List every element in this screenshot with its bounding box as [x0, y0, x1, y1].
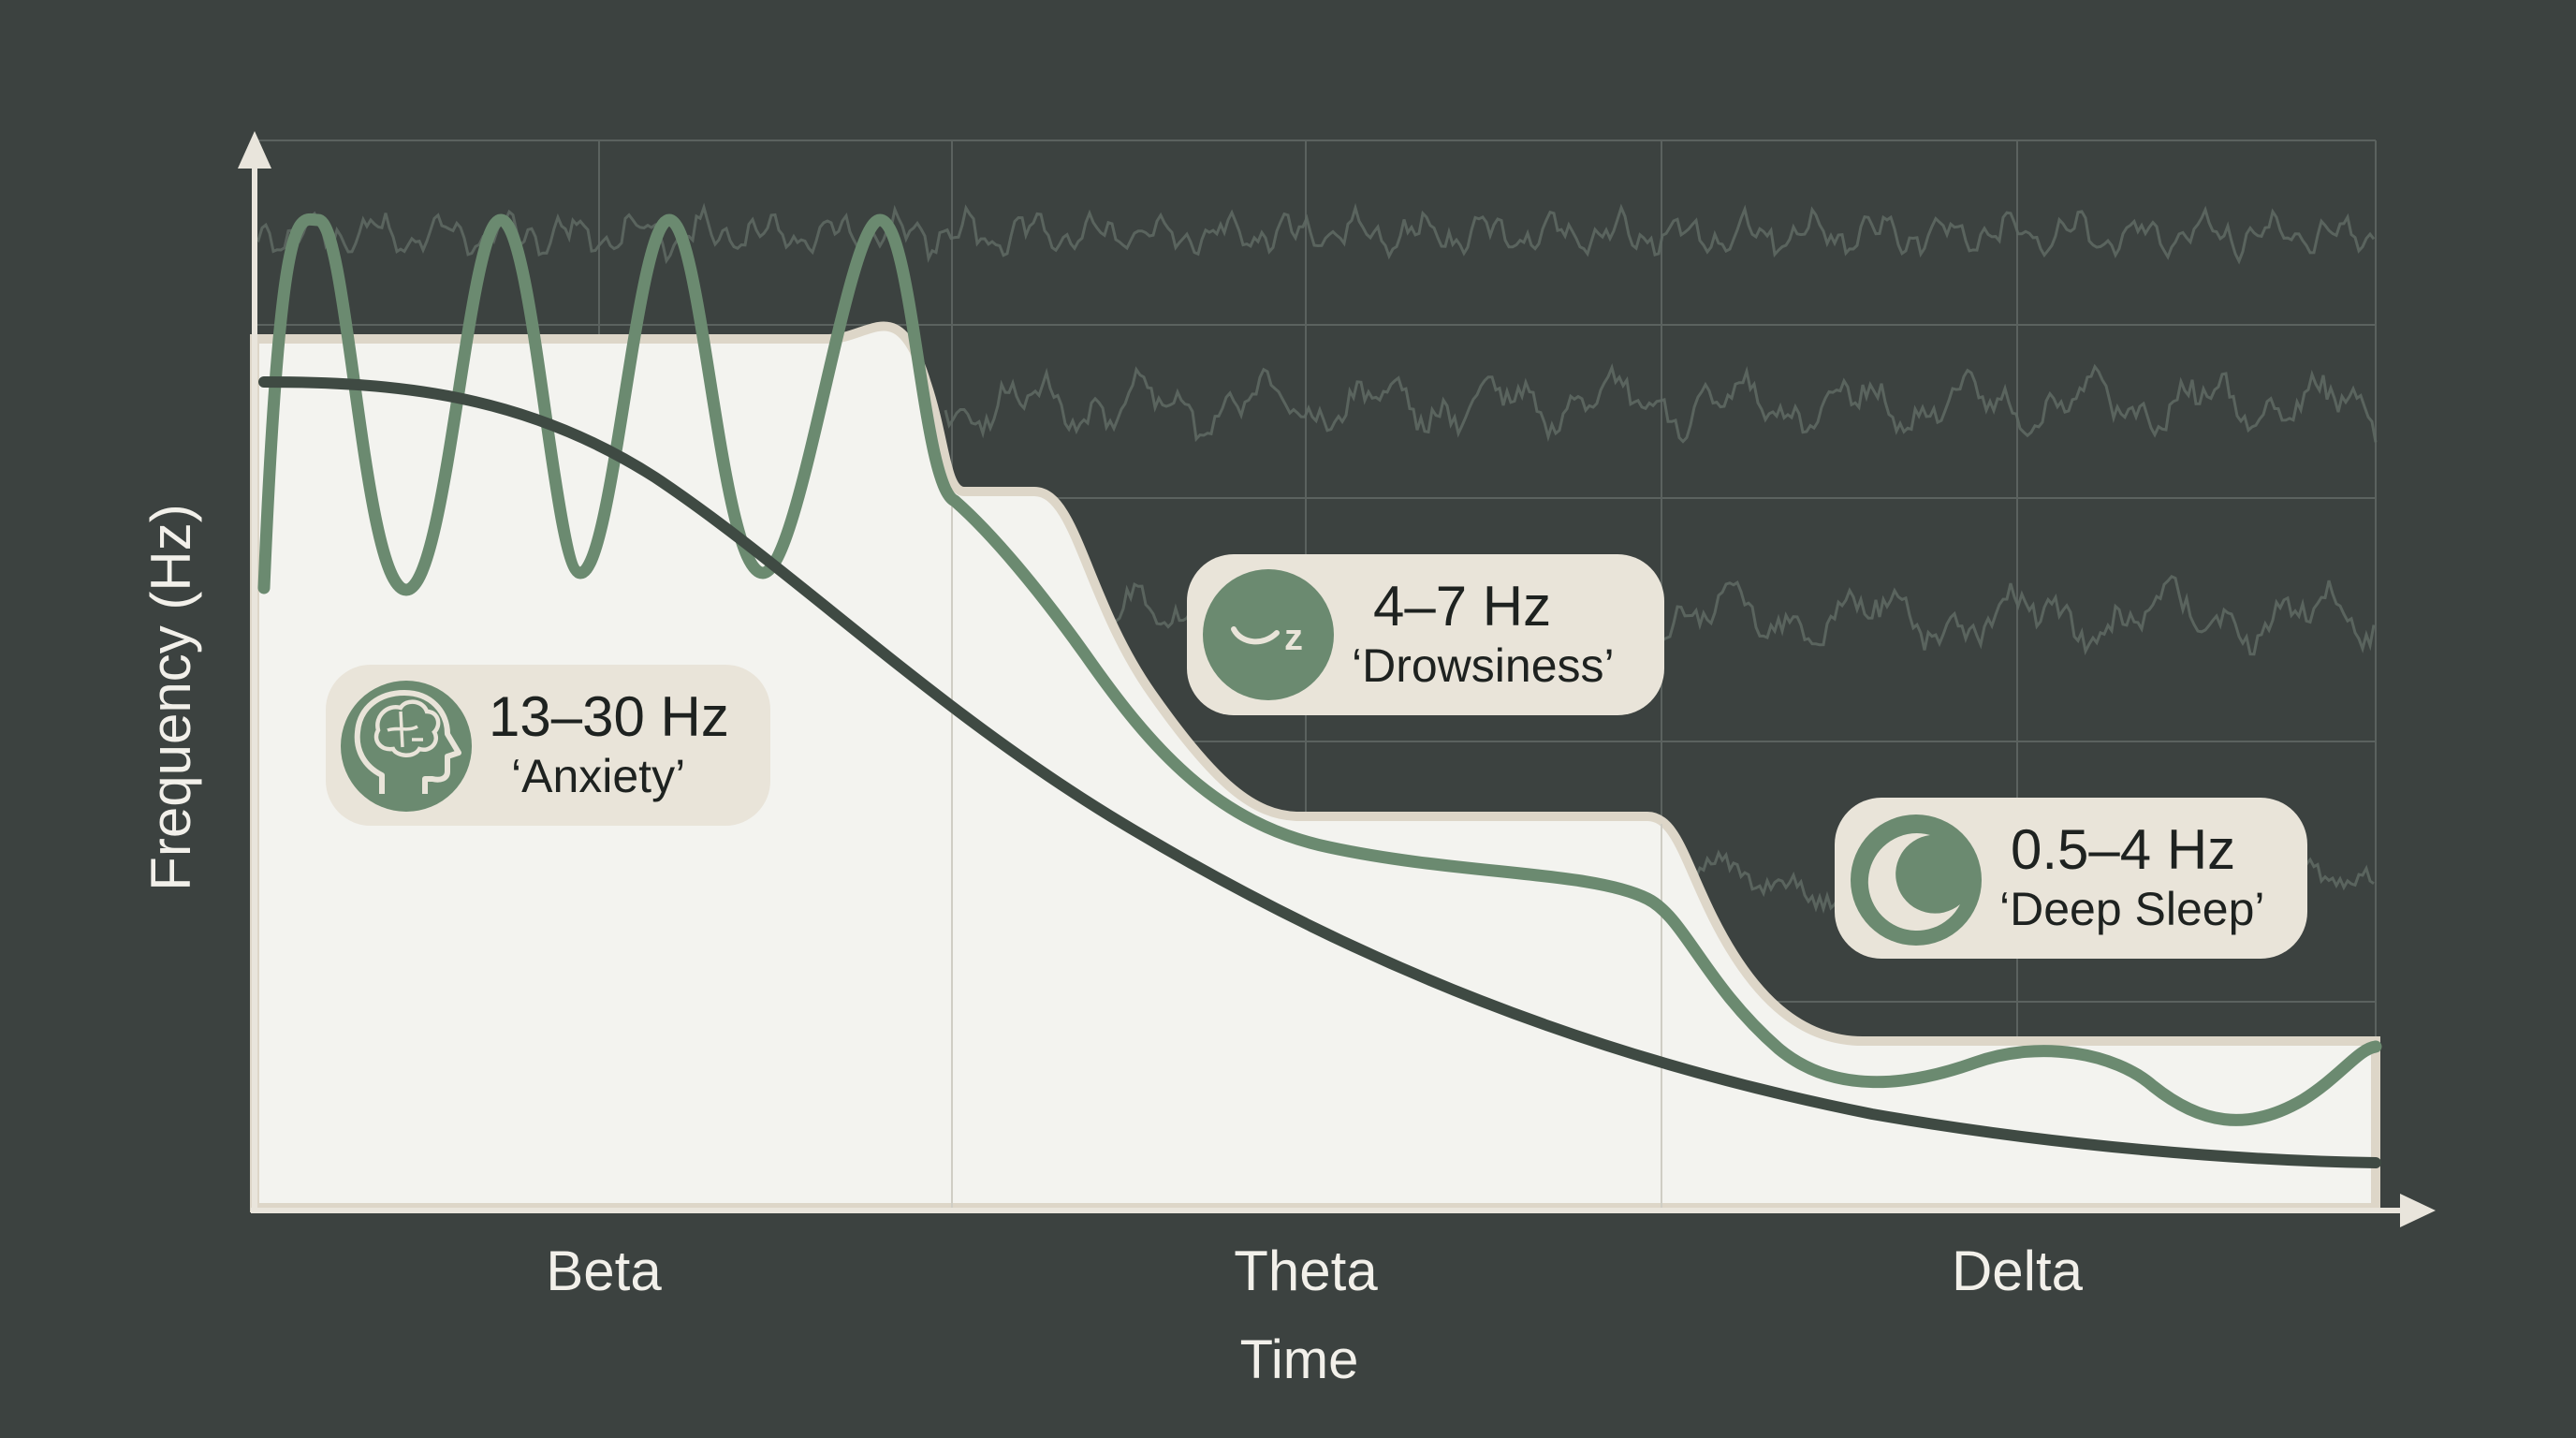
x-axis-arrow-icon — [2400, 1194, 2436, 1227]
crescent-moon-icon — [1851, 814, 1982, 946]
badge-range-theta: 4–7 Hz — [1373, 575, 1551, 638]
badge-range-beta: 13–30 Hz — [489, 685, 729, 748]
sleepy-face-icon: z — [1203, 569, 1334, 700]
y-axis — [238, 131, 271, 1211]
x-axis — [251, 1194, 2436, 1227]
eeg-trace — [254, 202, 2376, 265]
svg-text:z: z — [1284, 617, 1303, 658]
band-badge-delta: 0.5–4 Hz ‘Deep Sleep’ — [1835, 798, 2307, 959]
badge-range-delta: 0.5–4 Hz — [2011, 818, 2235, 881]
x-tick-label-theta: Theta — [1234, 1240, 1378, 1302]
badge-state-beta: ‘Anxiety’ — [511, 750, 685, 802]
band-badge-beta: 13–30 Hz ‘Anxiety’ — [326, 665, 770, 826]
eeg-trace — [944, 362, 2378, 444]
y-axis-arrow-icon — [238, 131, 271, 169]
x-axis-label: Time — [1240, 1329, 1359, 1390]
brain-head-icon — [341, 681, 472, 812]
decline-curve-line — [258, 376, 2381, 1168]
x-tick-label-beta: Beta — [546, 1240, 662, 1302]
brainwave-series-line — [257, 213, 2382, 1126]
badge-state-theta: ‘Drowsiness’ — [1352, 639, 1615, 692]
badge-state-delta: ‘Deep Sleep’ — [1999, 883, 2265, 935]
x-tick-label-delta: Delta — [1952, 1240, 2084, 1302]
y-axis-label: Frequency (Hz) — [139, 504, 202, 890]
band-dividers — [951, 496, 1662, 1208]
band-badge-theta: z 4–7 Hz ‘Drowsiness’ — [1187, 554, 1664, 715]
